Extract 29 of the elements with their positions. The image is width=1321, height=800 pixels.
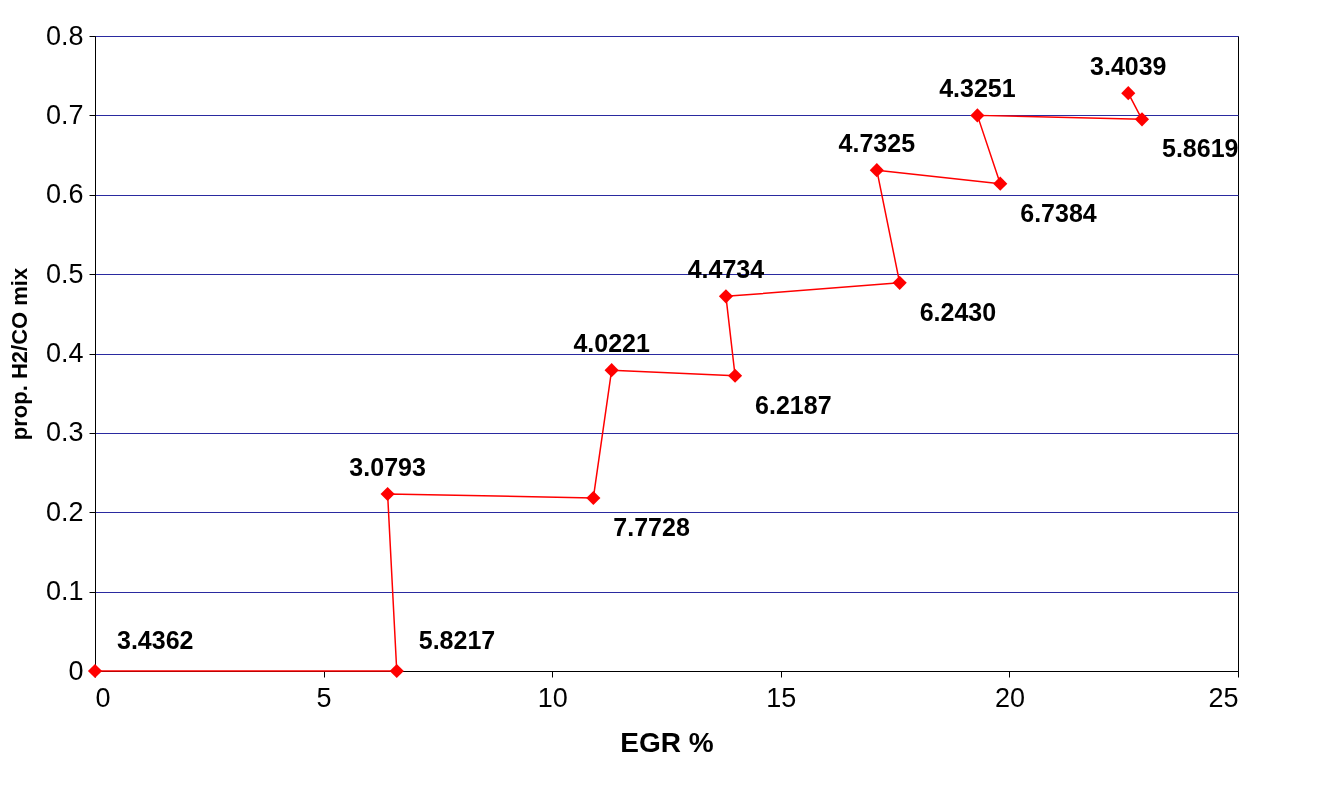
annotation: 7.7728 <box>613 512 690 541</box>
y-tick-label: 0.4 <box>45 338 84 368</box>
annotation: 4.3251 <box>939 74 1016 103</box>
y-tick-label: 0.2 <box>45 496 84 527</box>
x-tick-label: 20 <box>994 682 1025 713</box>
annotation: 5.8619 <box>1161 134 1239 163</box>
y-tick-label: 0.3 <box>45 417 84 448</box>
y-tick-label: 0.6 <box>45 179 84 210</box>
x-tick-label: 25 <box>1208 682 1239 713</box>
annotation: 3.0793 <box>349 452 426 481</box>
annotation: 5.8217 <box>418 626 496 654</box>
x-axis-title: EGR % <box>620 726 714 758</box>
annotation: 4.0221 <box>573 329 650 358</box>
x-tick-label: 10 <box>537 682 568 713</box>
x-tick-label: 0 <box>95 682 111 713</box>
y-tick-label: 0.1 <box>45 576 84 607</box>
annotation: 3.4039 <box>1090 52 1167 81</box>
x-tick-label: 5 <box>316 682 332 713</box>
annotation: 4.7325 <box>838 129 916 158</box>
annotation: 3.4362 <box>117 626 194 654</box>
annotation: 6.2430 <box>919 297 997 326</box>
annotation: 6.7384 <box>1020 198 1097 227</box>
y-tick-label: 0.8 <box>45 20 84 51</box>
annotation: 6.2187 <box>755 390 832 419</box>
y-tick-label: 0.7 <box>45 99 84 130</box>
y-axis-title: prop. H2/CO mix <box>6 267 32 441</box>
y-tick-label: 0.5 <box>45 258 84 289</box>
y-tick-label: 0 <box>68 655 84 686</box>
x-tick-label: 15 <box>766 682 797 713</box>
